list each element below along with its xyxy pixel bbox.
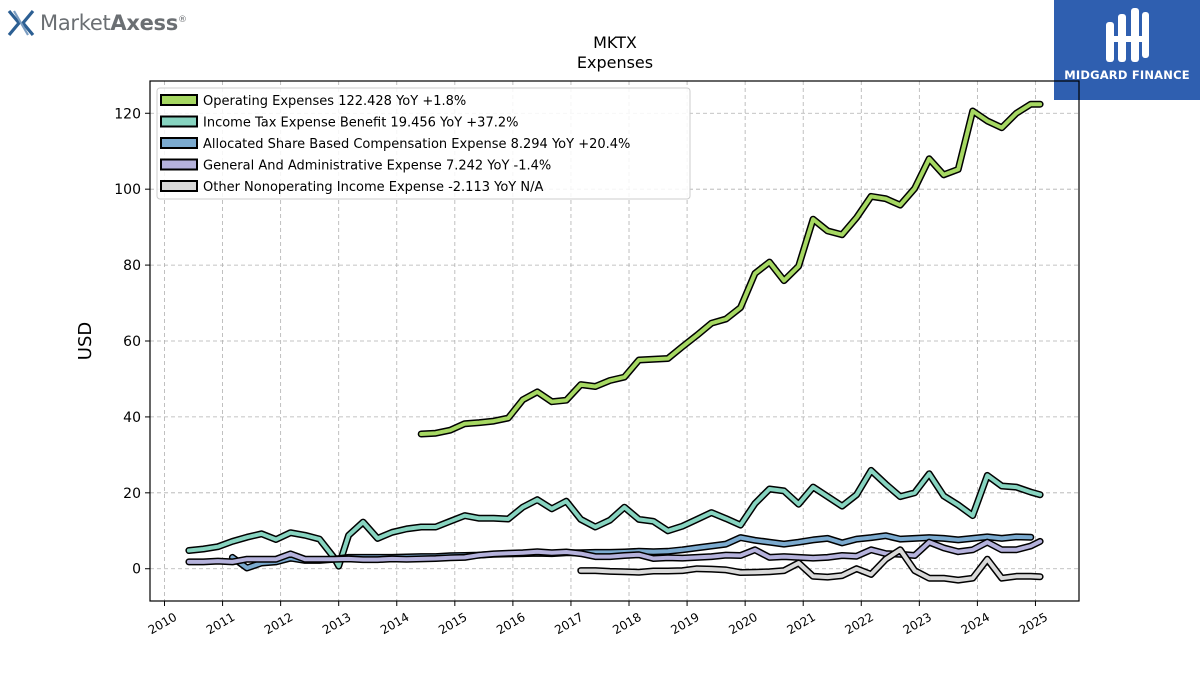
series-line [577,546,1044,584]
y-tick-label: 60 [123,334,141,350]
x-tick-label: 2018 [610,610,643,637]
legend-label: Operating Expenses 122.428 YoY +1.8% [203,94,466,109]
legend-label: Income Tax Expense Benefit 19.456 YoY +3… [203,116,518,131]
x-tick-label: 2010 [146,610,179,637]
logo-x-icon [7,9,35,37]
legend-box [156,87,691,200]
legend-label: Other Nonoperating Income Expense -2.113… [203,180,543,195]
y-tick-label: 120 [114,106,141,122]
x-tick-label: 2011 [204,610,237,637]
legend-entry: Allocated Share Based Compensation Expen… [160,137,630,152]
legend-label: General And Administrative Expense 7.242… [203,159,551,174]
legend-swatch [160,158,198,171]
midgard-finance-badge: MIDGARD FINANCE [1054,0,1200,100]
legend-swatch [160,115,198,128]
series-stroke [578,547,1043,583]
x-tick-label: 2023 [901,610,934,637]
legend-swatch [160,94,198,106]
x-tick-label: 2025 [1017,610,1050,637]
x-tick-label: 2012 [262,610,295,637]
x-tick-label: 2019 [668,610,701,637]
x-tick-label: 2021 [784,610,817,637]
y-tick-label: 40 [123,410,141,426]
series-stroke [419,102,1043,436]
midgard-emblem-icon [1106,8,1149,62]
badge-label: MIDGARD FINANCE [1064,68,1190,82]
legend-label: Allocated Share Based Compensation Expen… [203,137,630,152]
x-tick-label: 2017 [552,610,585,637]
legend-entry: Income Tax Expense Benefit 19.456 YoY +3… [160,115,518,131]
chart-subtitle: Expenses [577,53,653,72]
x-tick-label: 2020 [726,610,759,637]
y-tick-label: 100 [114,182,141,198]
marketaxess-logo: MarketAxess® [6,6,206,40]
x-tick-label: 2024 [959,610,992,637]
legend-entry: Other Nonoperating Income Expense -2.113… [160,180,543,195]
x-tick-label: 2013 [320,610,353,637]
y-axis-label: USD [75,322,96,360]
x-tick-label: 2015 [436,610,469,637]
y-tick-label: 80 [123,258,141,274]
chart-title: MKTX [593,33,637,52]
y-tick-label: 0 [132,562,141,578]
series-lines [185,100,1044,584]
legend-entry: Operating Expenses 122.428 YoY +1.8% [160,94,466,109]
series-line [417,100,1044,438]
legend: Operating Expenses 122.428 YoY +1.8% Inco… [156,87,691,200]
legend-entry: General And Administrative Expense 7.242… [160,158,551,174]
x-tick-label: 2014 [378,610,411,637]
legend-swatch [160,180,198,192]
y-tick-label: 20 [123,486,141,502]
x-tick-label: 2016 [494,610,527,637]
x-tick-label: 2022 [843,610,876,637]
legend-swatch [160,137,198,149]
logo-wordmark: MarketAxess® [40,11,187,35]
